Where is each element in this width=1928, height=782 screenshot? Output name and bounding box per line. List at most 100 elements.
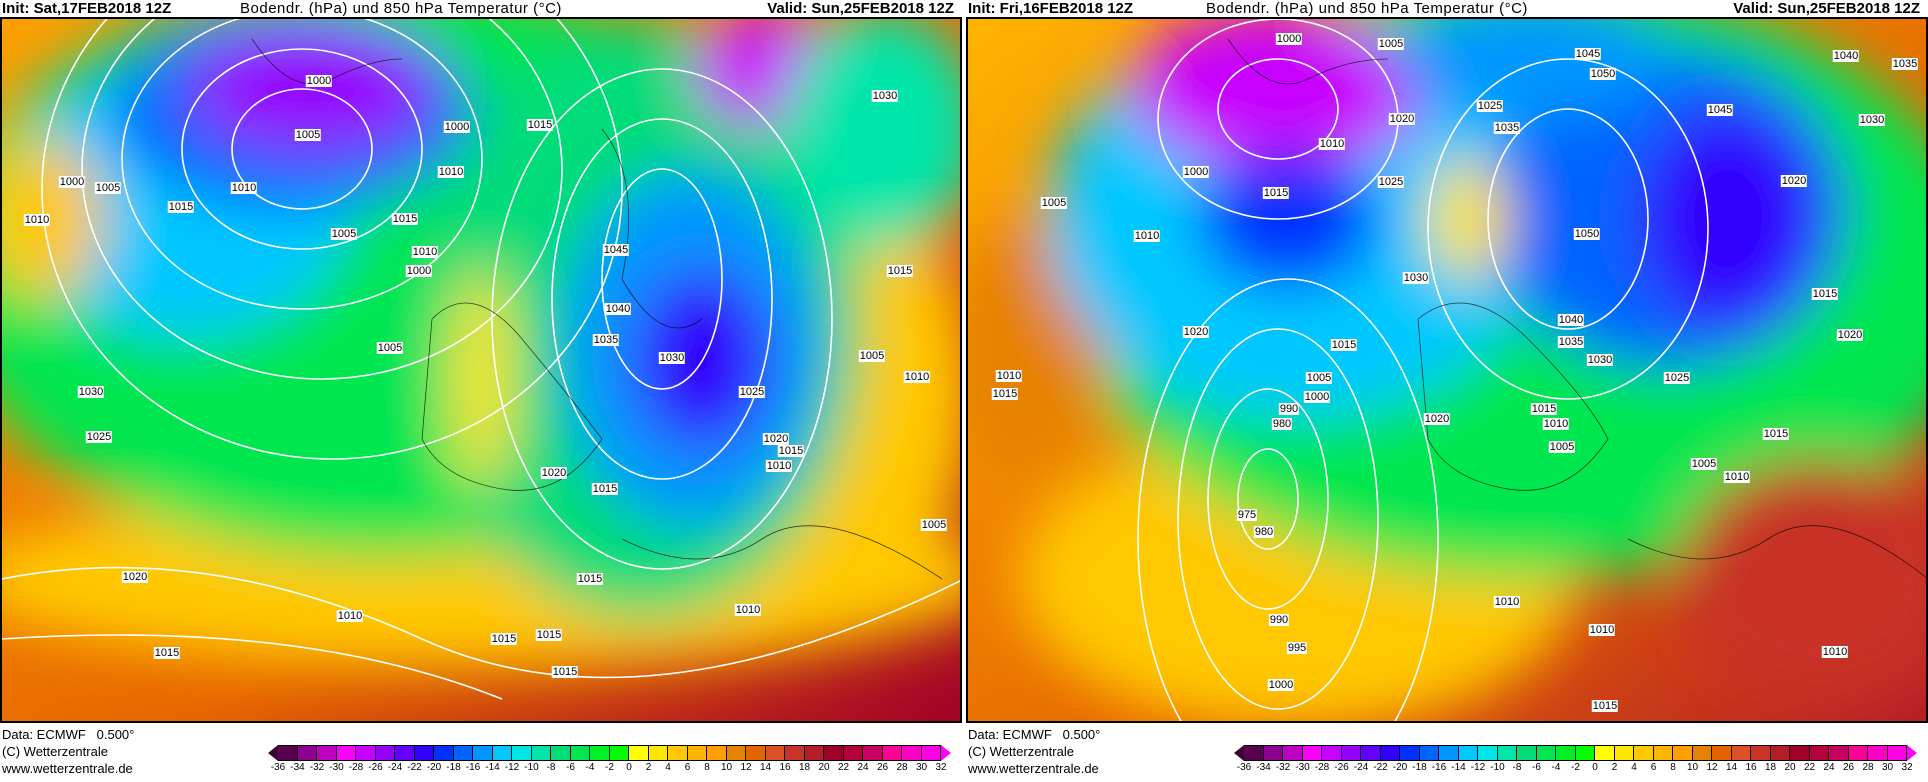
colorbar-tick-label: 2 — [1611, 762, 1618, 773]
colorbar-tick-label: 26 — [876, 762, 889, 773]
temperature-field — [968, 19, 1926, 721]
colorbar-swatch — [590, 745, 610, 761]
colorbar-swatch — [492, 745, 512, 761]
colorbar-swatch — [902, 745, 922, 761]
colorbar-tick-label: 20 — [1784, 762, 1796, 773]
weather-map: 1000 1005 1010 1005 1015 1010 1000 1005 … — [0, 17, 962, 723]
isobar-label: 1010 — [1542, 418, 1570, 430]
colorbar-tick-label: -12 — [504, 762, 520, 773]
isobar-label: 1015 — [576, 573, 604, 585]
isobar-label: 980 — [1271, 418, 1293, 430]
isobar-label: 1030 — [1858, 114, 1886, 126]
colorbar-swatch — [453, 745, 473, 761]
isobar-label: 1010 — [734, 604, 762, 616]
colorbar-swatch — [1302, 745, 1322, 761]
isobar-label: 1045 — [1706, 104, 1734, 116]
isobar-label: 1020 — [540, 467, 568, 479]
colorbar-swatch — [473, 745, 493, 761]
isobar-label: 1000 — [1182, 166, 1210, 178]
isobar-label: 1035 — [592, 334, 620, 346]
colorbar-tick-label: 16 — [1745, 762, 1757, 773]
isobar-label: 1005 — [94, 182, 122, 194]
isobar-label: 1035 — [1557, 336, 1585, 348]
forecast-panel-left: Init: Sat,17FEB2018 12Z Bodendr. (hPa) u… — [0, 0, 962, 782]
map-title: Bodendr. (hPa) und 850 hPa Temperatur (°… — [240, 0, 562, 17]
isobar-label: 1035 — [1891, 58, 1919, 70]
colorbar-tick-label: 22 — [837, 762, 850, 773]
website-link[interactable]: www.wetterzentrale.de — [2, 761, 133, 776]
colorbar-swatch — [824, 745, 844, 761]
colorbar-swatch — [1790, 745, 1810, 761]
colorbar-swatch — [375, 745, 395, 761]
isobar-label: 1045 — [1574, 48, 1602, 60]
colorbar-tick-label: 18 — [798, 762, 811, 773]
colorbar-tick-label: -22 — [407, 762, 422, 773]
isobars — [1137, 19, 1709, 721]
isobar-label: 1025 — [1663, 372, 1691, 384]
isobar-label: 1040 — [604, 303, 632, 315]
isobar-label: 1030 — [658, 352, 686, 364]
isobar-label: 975 — [1236, 509, 1258, 521]
colorbar-tick-label: -24 — [387, 762, 403, 773]
website-link[interactable]: www.wetterzentrale.de — [968, 761, 1099, 776]
colorbar-tick-label: -24 — [1353, 762, 1369, 773]
coastlines — [1227, 38, 1926, 578]
data-source: Data: ECMWF 0.500° — [2, 727, 135, 742]
colorbar-tick-label: -26 — [1334, 762, 1349, 773]
isobar-label: 1010 — [1318, 138, 1346, 150]
colorbar-tick-label: -12 — [1470, 762, 1486, 773]
colorbar-swatch — [726, 745, 746, 761]
isobar-label: 1020 — [1423, 413, 1451, 425]
colorbar-swatch — [1361, 745, 1381, 761]
colorbar-tick-label: 12 — [1706, 762, 1718, 773]
colorbar-tick-label: -34 — [290, 762, 305, 773]
colorbar-tick-label: 10 — [720, 762, 733, 773]
colorbar-tick-label: -20 — [426, 762, 442, 773]
isobar-label: 1015 — [391, 213, 419, 225]
colorbar-tick-label: -16 — [465, 762, 481, 773]
colorbar-swatch — [1556, 745, 1576, 761]
colorbar-swatch — [668, 745, 688, 761]
isobar-label: 1005 — [1305, 372, 1333, 384]
colorbar-tick-label: -22 — [1373, 762, 1388, 773]
isobar-label: 1030 — [1586, 354, 1614, 366]
colorbar-swatch — [785, 745, 805, 761]
colorbar-tick-label: -14 — [485, 762, 500, 773]
isobar-label: 1010 — [230, 182, 258, 194]
isobar-label: 1035 — [1493, 122, 1521, 134]
isobar-label: 1010 — [1493, 596, 1521, 608]
isobar-label: 1030 — [1402, 272, 1430, 284]
valid-time: Valid: Sun,25FEB2018 12Z — [1733, 0, 1920, 17]
colorbar-swatch — [1809, 745, 1829, 761]
colorbar-swatch — [1419, 745, 1439, 761]
isobar-label: 990 — [1278, 403, 1300, 415]
isobar-label: 1010 — [23, 214, 51, 226]
isobar-label: 1000 — [1303, 391, 1331, 403]
isobar-label: 1015 — [777, 445, 805, 457]
isobar-label: 1015 — [1530, 403, 1558, 415]
colorbar-tick-label: 28 — [1862, 762, 1874, 773]
colorbar-swatch — [1497, 745, 1517, 761]
colorbar-swatch — [1244, 745, 1264, 761]
isobar-label: 1025 — [1476, 100, 1504, 112]
isobar-label: 1015 — [1762, 428, 1790, 440]
isobar-label: 1015 — [1591, 700, 1619, 712]
colorbar-swatch — [1517, 745, 1537, 761]
colorbar — [268, 745, 951, 761]
colorbar-swatch — [1595, 745, 1615, 761]
map-title: Bodendr. (hPa) und 850 hPa Temperatur (°… — [1206, 0, 1528, 17]
isobar-label: 1005 — [294, 129, 322, 141]
colorbar-swatch — [336, 745, 356, 761]
isobar-label: 1000 — [405, 265, 433, 277]
isobar-label: 1010 — [995, 370, 1023, 382]
colorbar-tick-label: 18 — [1764, 762, 1777, 773]
colorbar-tick-label: -2 — [605, 762, 614, 773]
colorbar-swatch — [707, 745, 727, 761]
isobar-label: 1025 — [738, 386, 766, 398]
colorbar-tick-label: -10 — [1490, 762, 1505, 773]
isobar-label: 1015 — [551, 666, 579, 678]
colorbar-tick-label: 32 — [935, 762, 947, 773]
map-header: Init: Fri,16FEB2018 12Z Bodendr. (hPa) u… — [966, 0, 1928, 17]
colorbar-tick-label: 6 — [1650, 762, 1657, 773]
colorbar-tick-label: -8 — [1512, 762, 1522, 773]
